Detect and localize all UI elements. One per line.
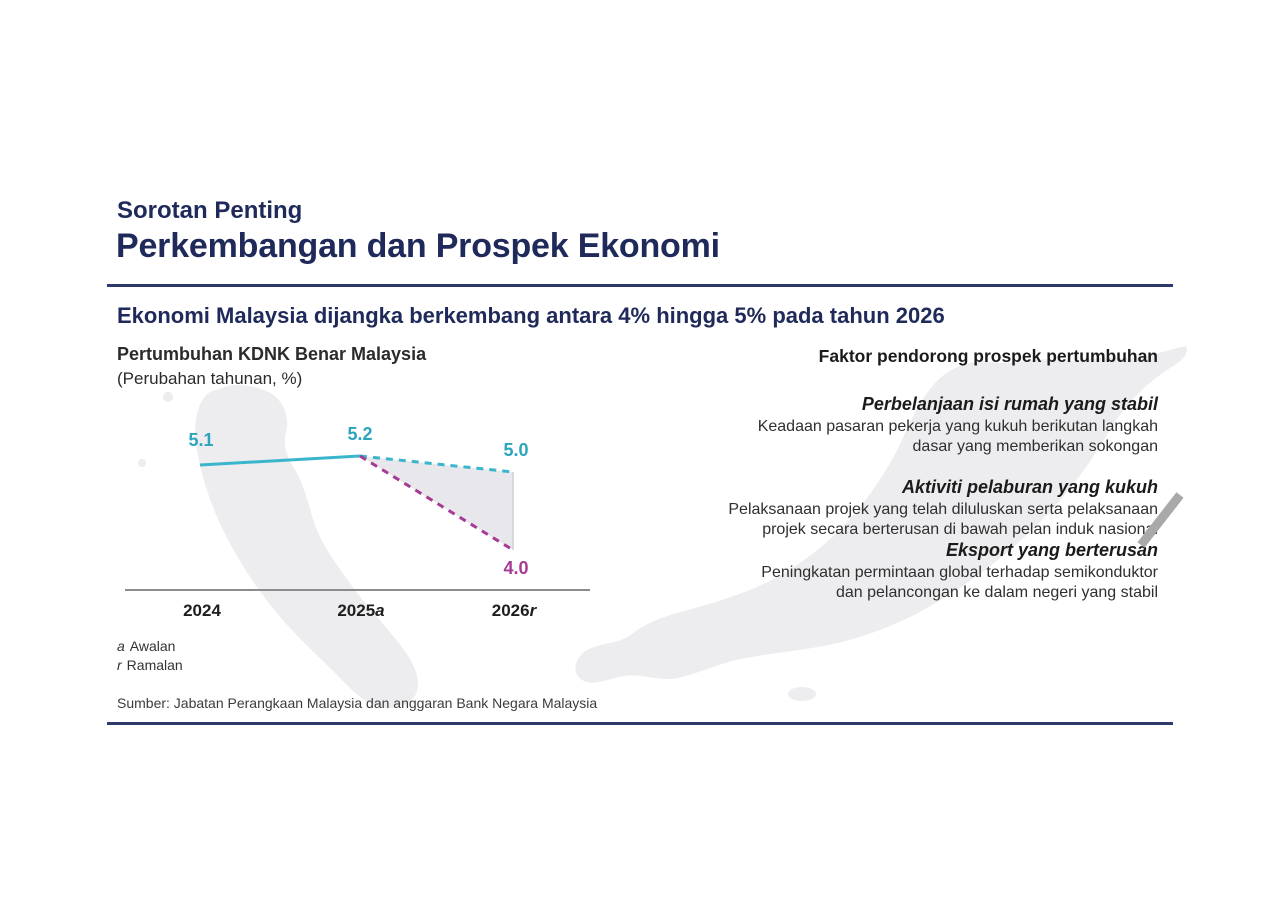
header-divider [107, 284, 1173, 287]
x-tick-2025a: 2025a [337, 601, 385, 620]
slide-kicker: Sorotan Penting [117, 197, 303, 224]
factor-household-spending: Perbelanjaan isi rumah yang stabil Keada… [618, 394, 1158, 457]
factor-investment-activity: Aktiviti pelaburan yang kukuh Pelaksanaa… [618, 477, 1158, 540]
factor-exports: Eksport yang berterusan Peningkatan perm… [618, 540, 1158, 603]
footnote-awalan: a Awalan [117, 638, 176, 654]
factors-heading: Faktor pendorong prospek pertumbuhan [818, 346, 1158, 366]
data-label-2026-lower: 4.0 [503, 558, 529, 578]
slide-title: Perkembangan dan Prospek Ekonomi [116, 227, 720, 265]
data-label-2024: 5.1 [188, 430, 214, 450]
key-message: Ekonomi Malaysia dijangka berkembang ant… [117, 303, 945, 328]
source-note: Sumber: Jabatan Perangkaan Malaysia dan … [117, 695, 598, 711]
footnotes: a Awalan r Ramalan [117, 637, 183, 675]
footer-divider [107, 722, 1173, 725]
growth-factors: Faktor pendorong prospek pertumbuhan Per… [618, 346, 1158, 603]
x-tick-2024: 2024 [183, 601, 221, 620]
factor-body: Pelaksanaan projek yang telah diluluskan… [728, 501, 1158, 538]
actual-growth-line [199, 454, 361, 467]
factor-body: Peningkatan permintaan global terhadap s… [761, 564, 1158, 601]
chart-title: Pertumbuhan KDNK Benar Malaysia [117, 344, 427, 364]
chart-subtitle: (Perubahan tahunan, %) [117, 369, 303, 388]
data-label-2026-upper: 5.0 [503, 440, 529, 460]
data-label-2025: 5.2 [347, 424, 373, 444]
factor-title: Eksport yang berterusan [945, 540, 1158, 560]
factor-body: Keadaan pasaran pekerja yang kukuh berik… [757, 418, 1158, 455]
x-tick-2026r: 2026r [491, 601, 537, 620]
footnote-ramalan: r Ramalan [117, 657, 183, 673]
factor-title: Perbelanjaan isi rumah yang stabil [861, 394, 1158, 414]
factor-title: Aktiviti pelaburan yang kukuh [901, 477, 1158, 497]
